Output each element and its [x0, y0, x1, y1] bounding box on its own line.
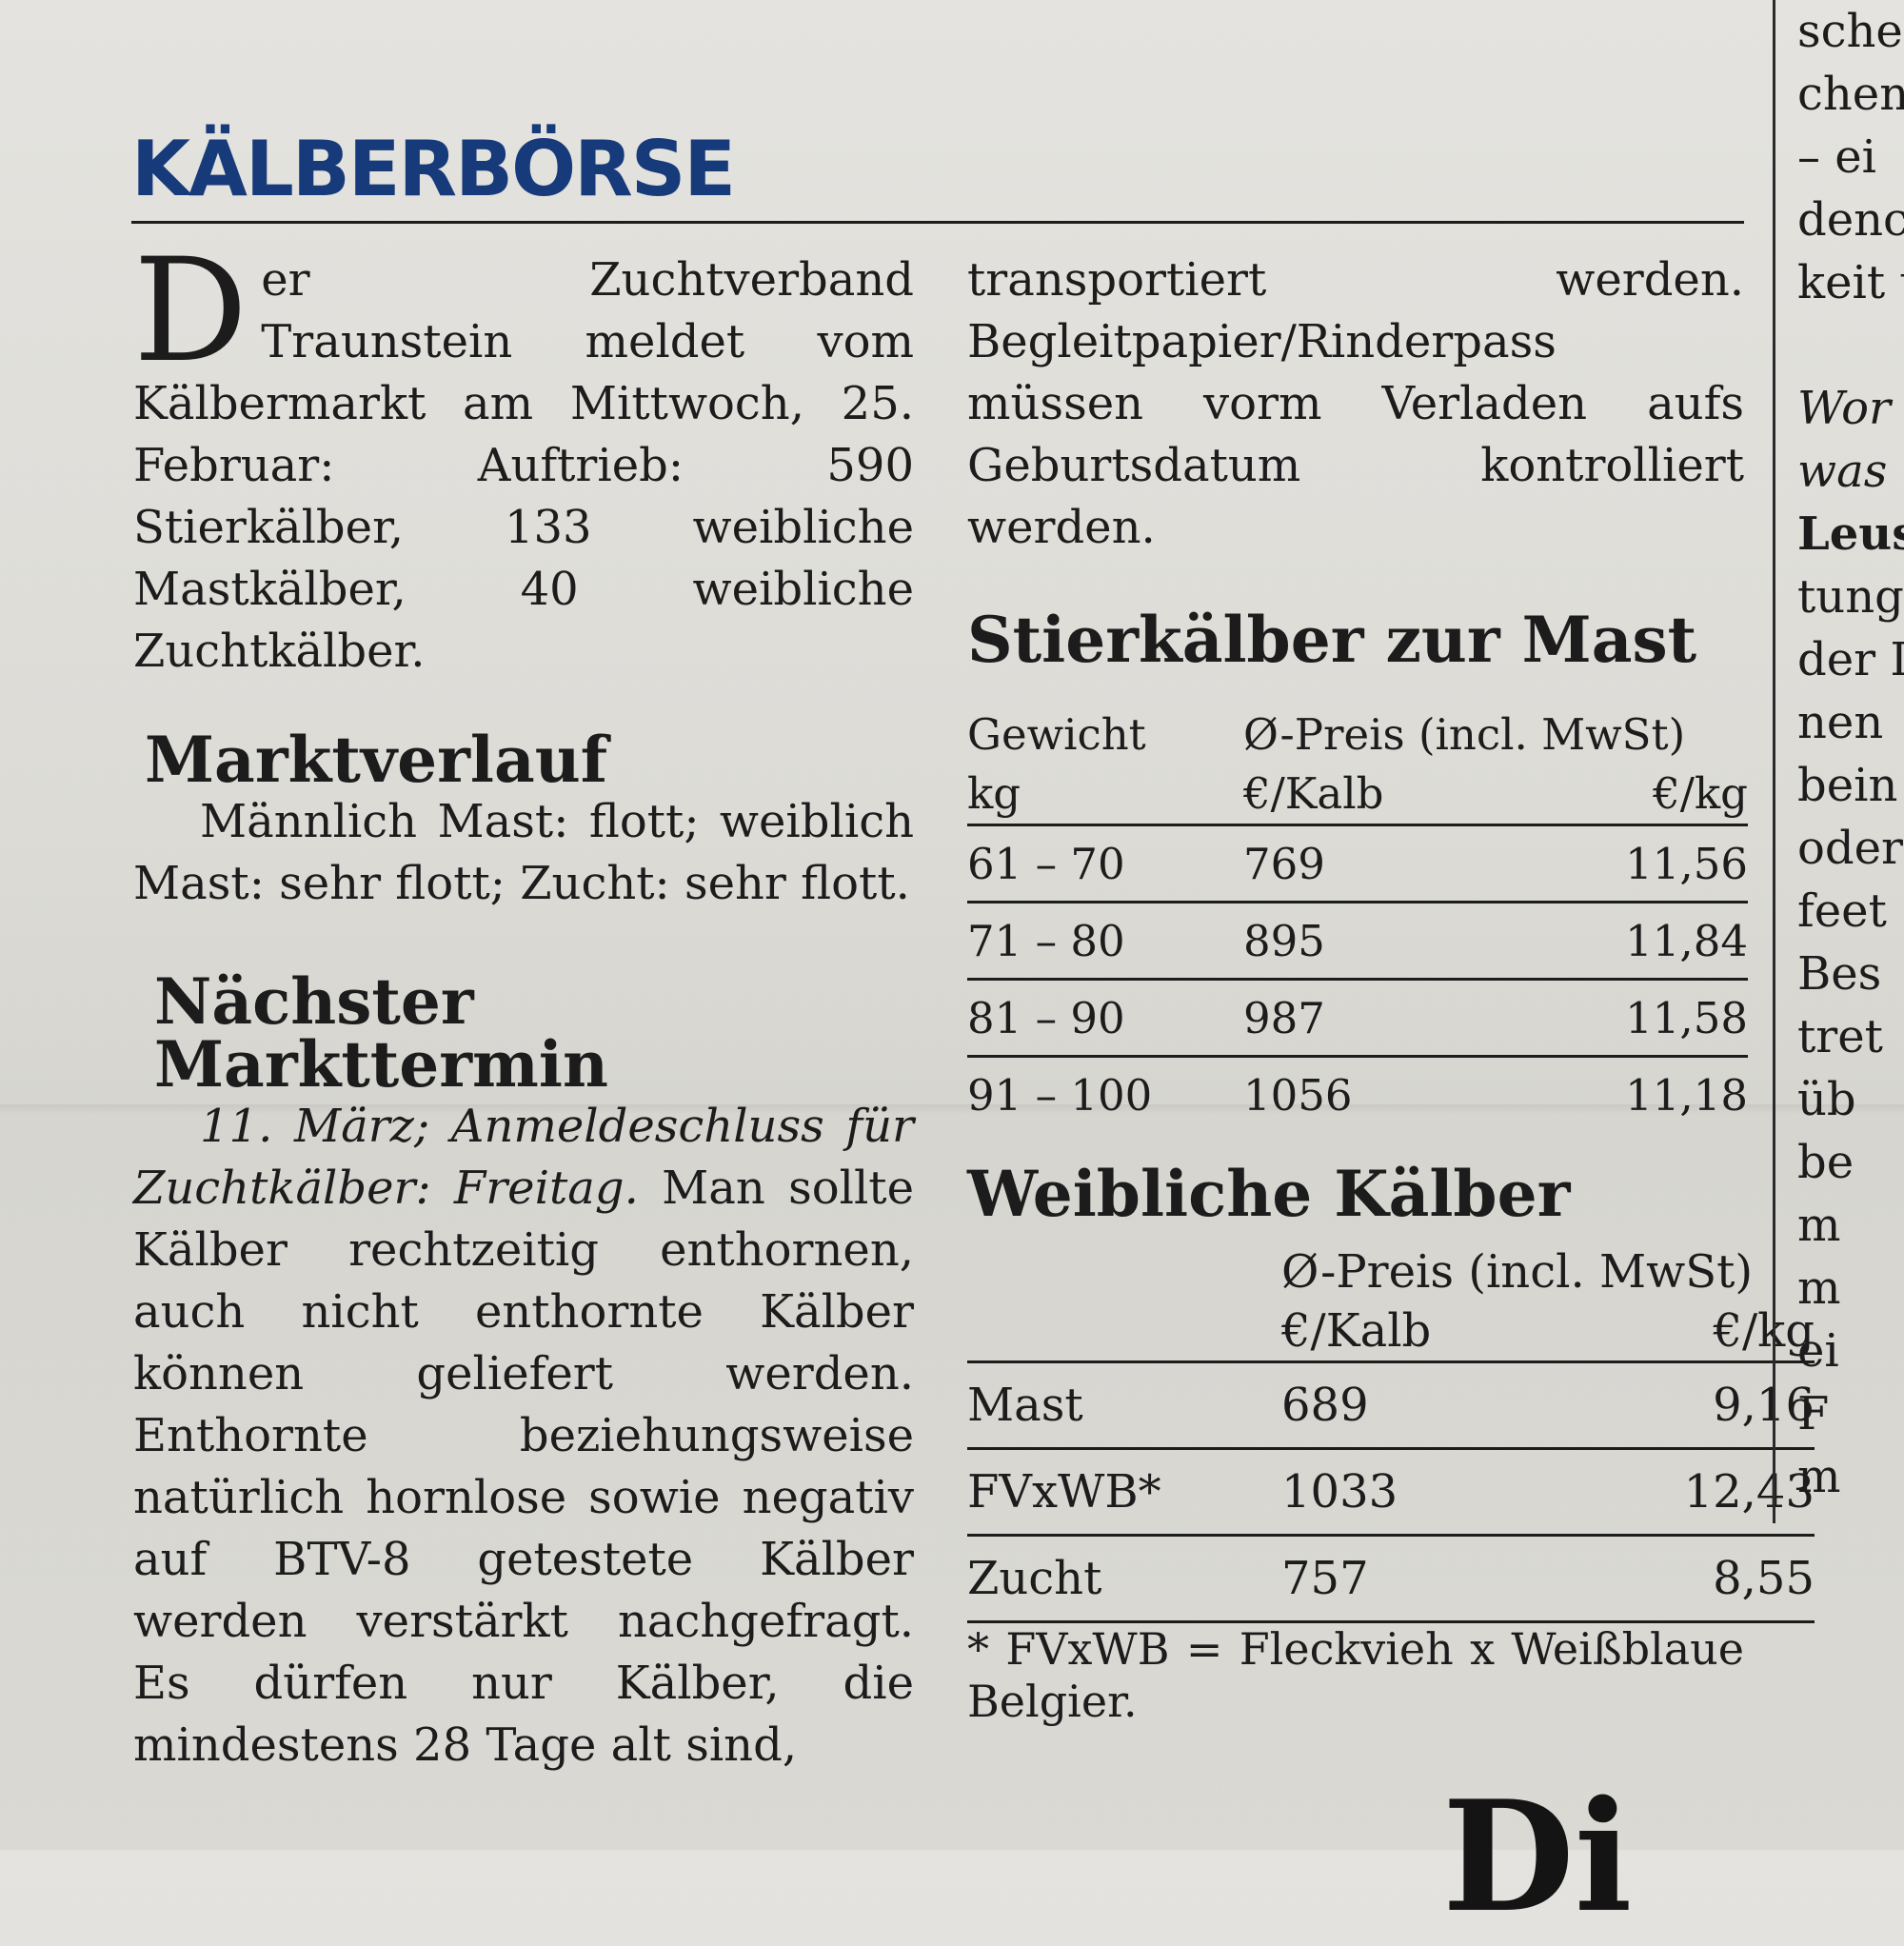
- header-per-kg: €/kg: [1653, 768, 1748, 819]
- cell-weight: 91 – 100: [967, 1069, 1153, 1121]
- fragment-line: denc: [1797, 193, 1904, 247]
- table-header-row: kg €/Kalb €/kg: [967, 764, 1748, 824]
- table-row: Zucht 757 8,55: [967, 1534, 1815, 1623]
- fragment-line: F: [1797, 1387, 1830, 1440]
- cell-per-calf: 1056: [1243, 1069, 1353, 1121]
- stierkaelber-table: Gewicht Ø-Preis (incl. MwSt) kg €/Kalb €…: [967, 705, 1748, 1132]
- fragment-line: nen: [1797, 696, 1884, 749]
- fragment-line: sche: [1797, 5, 1903, 58]
- fragment-line: ei: [1797, 1324, 1839, 1378]
- cell-type: Mast: [967, 1378, 1083, 1432]
- table-header-row: Gewicht Ø-Preis (incl. MwSt): [967, 705, 1748, 764]
- header-spacer: [967, 1242, 1281, 1301]
- cell-per-calf: 987: [1243, 992, 1325, 1043]
- fragment-line: m: [1797, 1199, 1841, 1252]
- fragment-line: bein: [1797, 759, 1898, 812]
- marktverlauf-text: Männlich Mast: flott; weiblich Mast: seh…: [133, 795, 914, 910]
- naechster-markttermin-text: 11. März; Anmeldeschluss für Zuchtkälber…: [133, 1096, 914, 1777]
- fragment-line: chen: [1797, 68, 1904, 121]
- header-price-label: Ø-Preis (incl. MwSt): [1243, 709, 1686, 760]
- continuation-paragraph: transportiert werden. Begleitpapier/Rind…: [967, 253, 1744, 554]
- header-spacer: [967, 1301, 1281, 1360]
- table-header-row: Ø-Preis (incl. MwSt): [967, 1242, 1815, 1301]
- header-gewicht: Gewicht: [967, 709, 1146, 760]
- cell-per-kg: 11,18: [1625, 1069, 1748, 1121]
- header-per-calf: €/Kalb: [1281, 1304, 1432, 1358]
- header-kg: kg: [967, 768, 1021, 819]
- fragment-line: üb: [1797, 1073, 1856, 1126]
- fragment-line: der I: [1797, 633, 1904, 686]
- table-row: 81 – 90 987 11,58: [967, 978, 1748, 1055]
- table-row: Mast 689 9,16: [967, 1360, 1815, 1447]
- next-article-fragment: Di: [1442, 1767, 1633, 1946]
- table-header-row: €/Kalb €/kg: [967, 1301, 1815, 1360]
- cell-per-calf: 757: [1281, 1551, 1369, 1605]
- footnote: * FVxWB = Fleckvieh x Weißblaue Belgier.: [967, 1623, 1744, 1728]
- termin-body-text: Man sollte Kälber rechtzeitig enthornen,…: [133, 1162, 914, 1772]
- fragment-line: [1797, 314, 1904, 377]
- stierkaelber-heading: Stierkälber zur Mast: [967, 603, 1697, 677]
- headline: KÄLBERBÖRSE: [131, 125, 736, 213]
- table-row: 71 – 80 895 11,84: [967, 901, 1748, 978]
- fragment-line: m: [1797, 1450, 1841, 1503]
- page-fold-shadow: [0, 1104, 1904, 1114]
- cell-per-kg: 11,58: [1625, 992, 1748, 1043]
- headline-rule: [131, 221, 1744, 224]
- header-per-kg: €/kg: [1713, 1304, 1815, 1358]
- fragment-line: tret: [1797, 1010, 1883, 1063]
- cell-per-calf: 895: [1243, 915, 1325, 966]
- cell-per-calf: 1033: [1281, 1464, 1398, 1519]
- naechster-markttermin-heading: Nächster Markttermin: [154, 964, 608, 1102]
- fragment-line: keit u: [1797, 256, 1904, 309]
- table-row: FVxWB* 1033 12,43: [967, 1447, 1815, 1534]
- right-column-fragment: sche chen – ei denc keit u Wor was Leus …: [1797, 0, 1904, 1618]
- cell-type: FVxWB*: [967, 1464, 1161, 1519]
- cell-per-calf: 769: [1243, 838, 1325, 889]
- weibliche-kaelber-heading: Weibliche Kälber: [967, 1157, 1571, 1231]
- fragment-line: m: [1797, 1261, 1841, 1315]
- weibliche-kaelber-table: Ø-Preis (incl. MwSt) €/Kalb €/kg Mast 68…: [967, 1242, 1815, 1623]
- cell-type: Zucht: [967, 1551, 1102, 1605]
- header-per-calf: €/Kalb: [1243, 768, 1384, 819]
- column-divider: [1773, 0, 1775, 1523]
- cell-weight: 61 – 70: [967, 838, 1125, 889]
- dropcap: D: [133, 228, 248, 394]
- fragment-line: – ei: [1797, 130, 1877, 184]
- fragment-line: tung: [1797, 570, 1904, 624]
- cell-per-kg: 11,84: [1625, 915, 1748, 966]
- table-row: 61 – 70 769 11,56: [967, 824, 1748, 901]
- intro-text: er Zuchtverband Traunstein meldet vom Kä…: [133, 253, 914, 678]
- cell-weight: 71 – 80: [967, 915, 1125, 966]
- fragment-line: was: [1797, 445, 1888, 498]
- cell-per-kg: 11,56: [1625, 838, 1748, 889]
- header-price-label: Ø-Preis (incl. MwSt): [1281, 1245, 1754, 1299]
- cell-per-kg: 8,55: [1713, 1551, 1815, 1605]
- fragment-line: Bes: [1797, 947, 1882, 1001]
- marktverlauf-heading: Marktverlauf: [145, 723, 608, 797]
- cell-per-kg: 9,16: [1713, 1378, 1815, 1432]
- table-row: 91 – 100 1056 11,18: [967, 1055, 1748, 1132]
- cell-per-kg: 12,43: [1683, 1464, 1815, 1519]
- fragment-line: Wor: [1797, 382, 1891, 435]
- fragment-line: feet: [1797, 884, 1887, 938]
- fragment-line: be: [1797, 1136, 1854, 1189]
- cell-weight: 81 – 90: [967, 992, 1125, 1043]
- fragment-line: oder: [1797, 822, 1903, 875]
- fragment-line: Leus: [1797, 507, 1904, 561]
- termin-italic-text: 11. März; Anmeldeschluss für Zuchtkälber…: [133, 1100, 914, 1215]
- middle-column: transportiert werden. Begleitpapier/Rind…: [967, 249, 1815, 1728]
- cell-per-calf: 689: [1281, 1378, 1369, 1432]
